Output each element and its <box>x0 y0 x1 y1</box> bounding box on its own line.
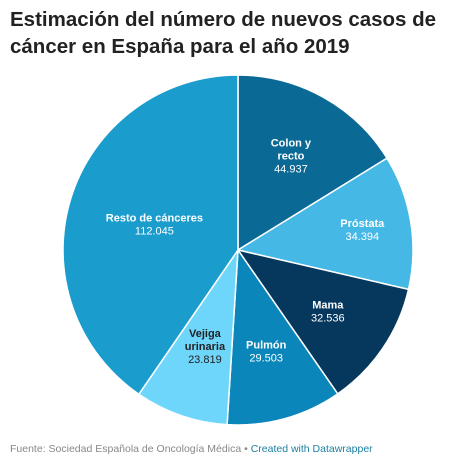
slice-value-prostata: 34.394 <box>345 231 379 243</box>
pie-slices <box>62 74 414 426</box>
slice-value-resto-de-canceres: 112.045 <box>135 226 174 238</box>
chart-footer: Fuente: Sociedad Española de Oncología M… <box>10 443 470 455</box>
slice-label-mama: Mama 32.536 <box>311 299 345 324</box>
slice-label-colon-y-recto: Colon y recto 44.937 <box>271 137 312 175</box>
source-note: Fuente: Sociedad Española de Oncología M… <box>10 443 242 455</box>
slice-name-vejiga-urinaria-1: urinaria <box>185 341 226 353</box>
slice-value-colon-y-recto: 44.937 <box>274 163 308 175</box>
pie-slice-mama <box>236 248 410 395</box>
slice-label-pulmon: Pulmón 29.503 <box>246 340 287 365</box>
pie-slice-pulmon <box>226 247 339 426</box>
slice-label-prostata: Próstata 34.394 <box>340 218 385 243</box>
slice-name-resto-de-canceres: Resto de cánceres <box>106 213 203 225</box>
pie-slice-vejiga-urinaria <box>137 247 239 426</box>
pie-slice-prostata <box>236 157 414 291</box>
chart-title: Estimación del número de nuevos casos de… <box>10 8 437 58</box>
slice-value-mama: 32.536 <box>311 312 345 324</box>
slice-value-vejiga-urinaria: 23.819 <box>188 354 222 366</box>
slice-value-pulmon: 29.503 <box>249 353 283 365</box>
slice-name-colon-y-recto-0: Colon y <box>271 137 312 149</box>
pie-slice-colon-y-recto <box>237 74 389 252</box>
slice-name-colon-y-recto-1: recto <box>277 150 304 162</box>
slice-name-mama: Mama <box>312 299 344 311</box>
footer-separator: • <box>244 443 248 455</box>
slice-name-prostata: Próstata <box>340 218 385 230</box>
slice-name-pulmon: Pulmón <box>246 340 287 352</box>
slice-label-vejiga-urinaria: Vejiga urinaria 23.819 <box>185 328 226 366</box>
slice-label-resto-de-canceres: Resto de cánceres 112.045 <box>106 213 203 238</box>
pie-slice-resto-de-canceres <box>62 74 239 396</box>
pie-labels: Colon y recto 44.937 Próstata 34.394 Mama 32.5… <box>106 137 385 366</box>
slice-name-vejiga-urinaria-0: Vejiga <box>189 328 222 340</box>
datawrapper-credit-link[interactable]: Created with Datawrapper <box>250 443 373 455</box>
